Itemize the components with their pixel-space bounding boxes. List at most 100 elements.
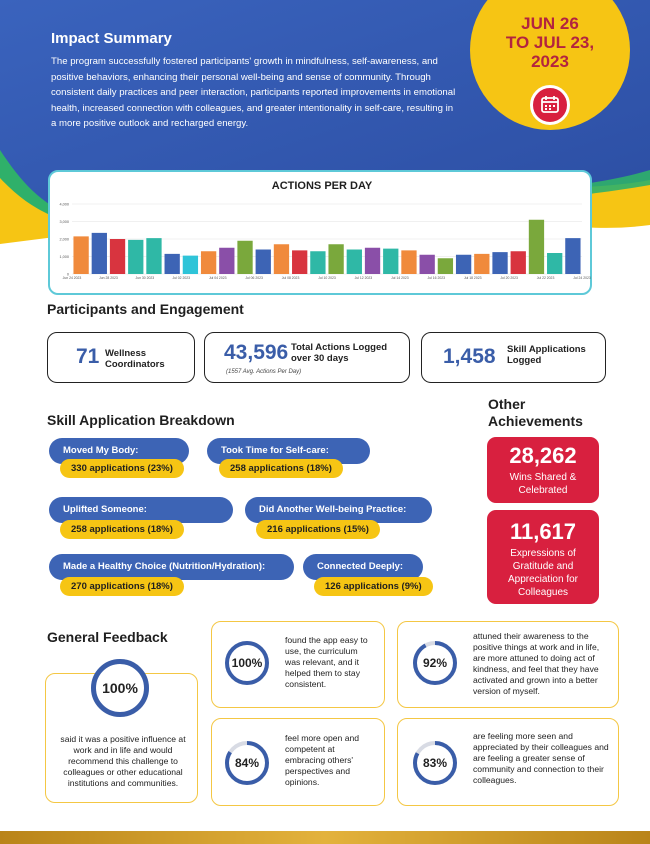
skill-connected-label: Connected Deeply: <box>303 554 423 580</box>
coordinators-label: Wellness Coordinators <box>105 348 165 370</box>
bottom-bar <box>0 831 650 844</box>
chart-title: ACTIONS PER DAY <box>271 180 373 192</box>
impact-summary-body: The program successfully fostered partic… <box>51 56 456 130</box>
gratitude-card: 11,617 Expressions of Gratitude and Appr… <box>487 510 599 604</box>
progress-ring-graphic <box>225 741 269 785</box>
actions-avg: (1557 Avg. Actions Per Day) <box>226 369 302 375</box>
skills-number: 1,458 <box>443 345 496 368</box>
bar <box>182 255 199 274</box>
bar <box>364 247 381 274</box>
bar <box>346 249 362 274</box>
date-range-badge: JUN 26 TO JUL 23, 2023 <box>470 0 630 130</box>
progress-ring-graphic <box>413 741 457 785</box>
bar <box>128 239 144 274</box>
bar <box>401 250 417 274</box>
x-tick-label: Jul 12 2023 <box>355 276 373 280</box>
y-tick-label: 4,000 <box>59 203 69 207</box>
bar <box>109 239 126 274</box>
skill-connected-value: 126 applications (9%) <box>314 577 433 596</box>
y-tick-label: 0 <box>67 273 69 277</box>
bar <box>219 247 235 274</box>
x-tick-label: Jul 10 2023 <box>318 276 336 280</box>
feedback-text-recommend: said it was a positive influence at work… <box>60 734 186 788</box>
feedback-pct-kindness: 92% <box>422 656 448 670</box>
bar <box>492 252 508 274</box>
feedback-ring-perspectives: 84% <box>224 740 270 786</box>
skill-self-care-value: 258 applications (18%) <box>219 459 343 478</box>
feedback-text-kindness: attuned their awareness to the positive … <box>473 631 600 696</box>
actions-label: Total Actions Logged over 30 days <box>291 342 388 364</box>
x-tick-label: Jul 04 2023 <box>209 276 227 280</box>
bar <box>310 251 326 274</box>
participants-title: Participants and Engagement <box>47 301 244 317</box>
actions-number: 43,596 <box>224 341 289 364</box>
x-tick-label: Jun 24 2023 <box>63 276 82 280</box>
x-tick-label: Jul 02 2023 <box>173 276 191 280</box>
ring-fill <box>91 659 149 717</box>
progress-ring-graphic <box>91 659 149 717</box>
bar <box>292 250 308 274</box>
bar <box>565 238 581 274</box>
feedback-pct-app: 100% <box>231 656 263 670</box>
bar <box>510 251 526 274</box>
coordinators-card: 71 Wellness Coordinators <box>47 332 195 383</box>
x-tick-label: Jul 16 2023 <box>428 276 446 280</box>
x-tick-label: Jun 30 2023 <box>136 276 155 280</box>
skill-uplifted-label: Uplifted Someone: <box>49 497 233 523</box>
x-tick-label: Jun 28 2023 <box>99 276 118 280</box>
y-tick-label: 3,000 <box>59 220 69 224</box>
bar <box>328 244 344 274</box>
bar <box>200 251 217 274</box>
feedback-ring-app: 100% <box>224 640 270 686</box>
bar <box>455 254 472 274</box>
ring-fill <box>225 741 269 785</box>
skill-healthy-choice-value: 270 applications (18%) <box>60 577 184 596</box>
y-tick-label: 1,000 <box>59 255 69 259</box>
bar <box>528 219 545 274</box>
ring-fill <box>413 741 457 785</box>
date-range-text: JUN 26 TO JUL 23, 2023 <box>505 14 595 71</box>
bar <box>419 254 435 274</box>
feedback-ring-appreciated: 83% <box>412 740 458 786</box>
bar <box>237 240 253 274</box>
actions-card: 43,596 Total Actions Logged over 30 days… <box>204 332 410 383</box>
skill-other-practice-value: 216 applications (15%) <box>256 520 380 539</box>
x-tick-label: Jul 14 2023 <box>391 276 409 280</box>
wins-label: Wins Shared & Celebrated <box>509 472 577 496</box>
x-tick-label: Jul 08 2023 <box>282 276 300 280</box>
ring-fill <box>225 641 269 685</box>
calendar-icon <box>530 85 570 125</box>
bar <box>164 253 180 274</box>
skills-breakdown-title: Skill Application Breakdown <box>47 412 235 428</box>
feedback-text-appreciated: are feeling more seen and appreciated by… <box>473 731 609 785</box>
x-tick-label: Jul 20 2023 <box>500 276 518 280</box>
actions-per-day-chart: ACTIONS PER DAY 4,000 3,000 2,000 1,000 0 Jun… <box>48 170 592 295</box>
gratitude-number: 11,617 <box>509 519 577 544</box>
feedback-pct-recommend: 100% <box>102 680 138 696</box>
y-tick-label: 2,000 <box>59 238 69 242</box>
coordinators-number: 71 <box>76 345 100 368</box>
skill-uplifted-value: 258 applications (18%) <box>60 520 184 539</box>
x-tick-label: Jul 18 2023 <box>464 276 482 280</box>
skills-card: 1,458 Skill Applications Logged <box>421 332 606 383</box>
skills-label: Skill Applications Logged <box>507 344 586 366</box>
impact-summary-title: Impact Summary <box>51 30 172 47</box>
feedback-ring-recommend: 100% <box>90 658 150 718</box>
progress-ring-graphic <box>225 641 269 685</box>
skill-healthy-choice-label: Made a Healthy Choice (Nutrition/Hydrati… <box>49 554 294 580</box>
feedback-ring-kindness: 92% <box>412 640 458 686</box>
ring-fill <box>413 641 457 685</box>
x-tick-label: Jul 24 2023 <box>573 276 591 280</box>
wins-number: 28,262 <box>509 443 577 468</box>
bar <box>474 253 490 274</box>
bar <box>383 248 399 274</box>
feedback-pct-perspectives: 84% <box>234 756 260 770</box>
x-tick-label: Jul 06 2023 <box>245 276 263 280</box>
bar <box>146 238 162 274</box>
feedback-text-app: found the app easy to use, the curriculu… <box>285 635 368 689</box>
bar <box>273 244 290 274</box>
bar <box>73 236 89 274</box>
bar <box>91 232 107 274</box>
gratitude-label: Expressions of Gratitude and Appreciatio… <box>507 548 579 598</box>
